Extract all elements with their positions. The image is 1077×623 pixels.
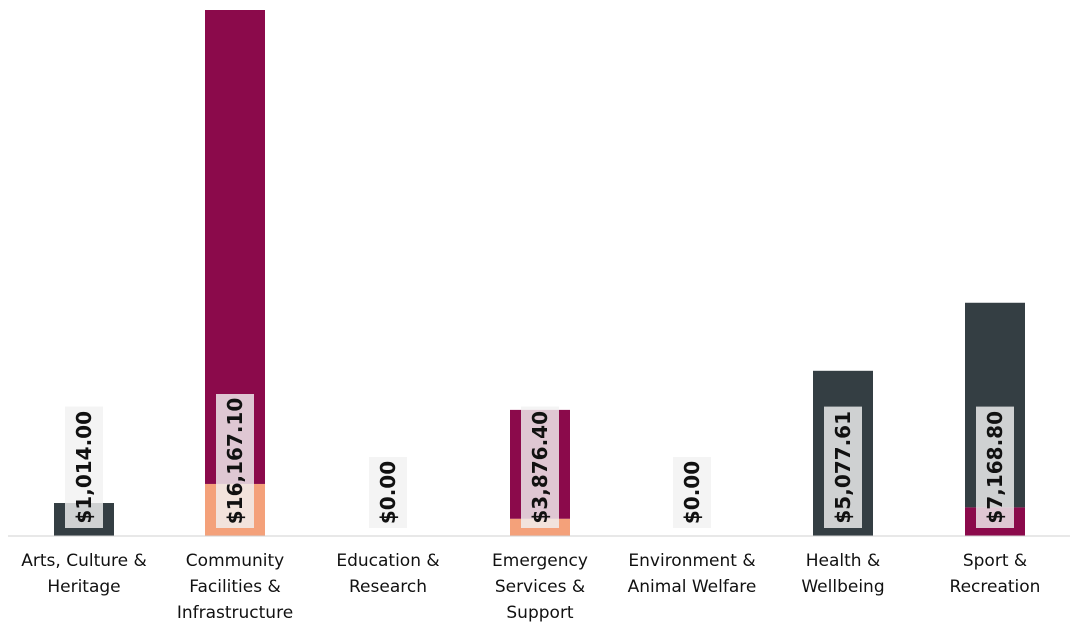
total-label-box [369, 457, 407, 528]
x-tick-label: Arts, Culture & Heritage [21, 551, 147, 597]
total-label-box [673, 457, 711, 528]
total-label-box [65, 406, 103, 528]
total-label: $5,077.61 [831, 411, 855, 524]
total-label: $7,168.80 [983, 411, 1007, 524]
total-label: $3,876.40 [528, 411, 552, 524]
total-label-group: $7,168.80 [976, 406, 1014, 528]
total-labels-layer: $1,014.00 $16,167.10 $0.00 $3,876.40 $0.00 $5… [65, 394, 1014, 528]
total-label-box [521, 406, 559, 528]
total-label: $16,167.10 [223, 398, 247, 525]
total-label-box [976, 406, 1014, 528]
x-tick-label: Health & Wellbeing [801, 551, 884, 597]
x-tick-label: Education & Research [336, 551, 439, 597]
total-label: $1,014.00 [72, 411, 96, 524]
total-label: $0.00 [376, 461, 400, 524]
total-label-box [824, 406, 862, 528]
total-label-group: $3,876.40 [521, 406, 559, 528]
x-tick-label: Emergency Services & Support [492, 551, 588, 623]
total-label-group: $0.00 [369, 457, 407, 528]
total-label-group: $5,077.61 [824, 406, 862, 528]
x-tick-label: Environment & Animal Welfare [628, 551, 757, 597]
total-label-group: $1,014.00 [65, 406, 103, 528]
x-tick-labels: Arts, Culture & Heritage Community Faciliti… [21, 551, 1040, 623]
total-label-box [216, 394, 254, 528]
total-label-group: $16,167.10 [216, 394, 254, 528]
x-tick-label: Sport & Recreation [950, 551, 1041, 597]
total-label: $0.00 [680, 461, 704, 524]
total-label-group: $0.00 [673, 457, 711, 528]
x-tick-label: Community Facilities & Infrastructure [177, 551, 293, 623]
